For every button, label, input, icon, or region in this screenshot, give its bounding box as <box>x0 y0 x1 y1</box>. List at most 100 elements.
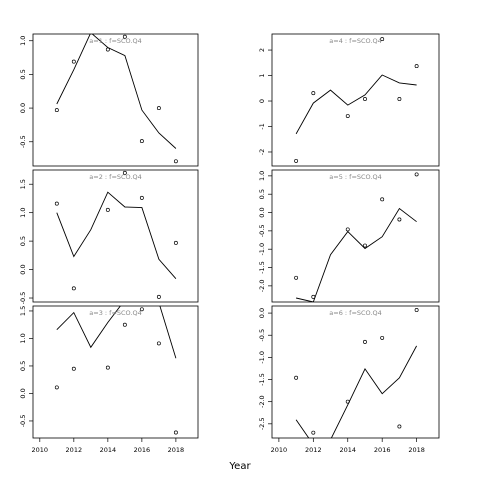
observed-point <box>345 114 350 119</box>
y-tick-label: -2.0 <box>258 280 266 293</box>
observed-point <box>139 307 144 312</box>
observed-point <box>54 201 59 206</box>
observed-point <box>156 106 161 111</box>
observed-point <box>380 335 385 340</box>
x-tick-label: 2016 <box>134 446 151 454</box>
observed-point <box>311 294 316 299</box>
x-tick-label: 2018 <box>168 446 185 454</box>
panel-title: a=2 : f=SCO.Q4 <box>89 173 141 181</box>
y-tick-label: -2 <box>258 149 266 155</box>
y-tick-label: -0.5 <box>258 329 266 342</box>
observed-point <box>294 375 299 380</box>
y-tick-label: 1.5 <box>19 306 27 316</box>
observed-point <box>397 97 402 101</box>
observed-point <box>414 308 419 312</box>
y-tick-label: 1.5 <box>19 179 27 189</box>
observed-point <box>345 399 350 404</box>
observed-point <box>363 97 367 101</box>
fitted-line <box>295 74 417 135</box>
panel-frame <box>32 33 199 167</box>
panel-plot <box>54 170 178 299</box>
observed-point <box>173 430 178 435</box>
observed-point <box>311 430 316 435</box>
y-tick-label: 0.5 <box>19 69 27 79</box>
fitted-line <box>56 306 177 359</box>
y-tick-label: 1.0 <box>19 208 27 218</box>
y-tick-label: 0.5 <box>258 189 266 199</box>
observed-point <box>311 91 316 96</box>
panel-frame <box>271 33 440 167</box>
observed-point <box>363 339 367 344</box>
observed-point <box>71 286 76 291</box>
panel-plot <box>294 308 419 438</box>
y-tick-label: 1.0 <box>19 36 27 46</box>
fitted-line <box>295 345 417 438</box>
y-tick-label: 0.5 <box>19 361 27 371</box>
observed-point <box>414 64 419 69</box>
y-tick-label: -0.5 <box>19 135 27 148</box>
panel-plot <box>54 34 178 164</box>
observed-point <box>122 322 127 327</box>
observed-point <box>105 365 110 370</box>
y-tick-label: 0 <box>258 99 266 103</box>
fitted-line <box>56 191 177 279</box>
y-tick-label: 0.0 <box>258 308 266 318</box>
observed-point <box>397 424 402 429</box>
panel-title: a=3 : f=SCO.Q4 <box>89 309 141 317</box>
observed-point <box>71 366 76 371</box>
panel-title: a=1 : f=SCO.Q4 <box>89 37 141 45</box>
observed-point <box>71 59 76 64</box>
y-tick-label: 0.5 <box>19 236 27 246</box>
y-tick-label: 1.0 <box>19 333 27 343</box>
observed-point <box>380 37 385 42</box>
y-tick-label: -0.5 <box>19 415 27 428</box>
x-tick-label: 2016 <box>374 446 391 454</box>
y-tick-label: -1 <box>258 123 266 129</box>
y-tick-label: -0.5 <box>258 225 266 238</box>
y-tick-label: 1.0 <box>258 171 266 181</box>
observed-point <box>294 275 299 280</box>
y-tick-label: -0.5 <box>19 292 27 305</box>
x-tick-label: 2012 <box>305 446 322 454</box>
panel-plot <box>294 172 419 302</box>
panel-title: a=4 : f=SCO.Q4 <box>329 37 381 45</box>
x-tick-label: 2012 <box>66 446 83 454</box>
panel-frame <box>271 169 440 303</box>
observed-point <box>380 197 385 202</box>
observed-point <box>345 227 350 232</box>
y-tick-label: -1.5 <box>258 373 266 386</box>
observed-point <box>397 217 402 222</box>
y-tick-label: -1.0 <box>258 243 266 256</box>
x-tick-label: 2018 <box>408 446 425 454</box>
x-tick-label: 2014 <box>100 446 117 454</box>
observed-point <box>122 34 127 39</box>
observed-point <box>105 207 110 212</box>
observed-point <box>122 170 127 175</box>
panel-frame <box>32 305 199 439</box>
x-tick-label: 2014 <box>339 446 356 454</box>
observed-point <box>173 159 178 164</box>
fitted-line <box>56 34 177 149</box>
y-tick-label: 1 <box>258 73 266 77</box>
y-tick-label: 2 <box>258 48 266 52</box>
observed-point <box>414 172 419 177</box>
observed-point <box>363 243 367 248</box>
observed-point <box>139 139 144 144</box>
x-axis-label: Year <box>228 461 251 472</box>
y-tick-label: -2.0 <box>258 395 266 408</box>
panel-title: a=5 : f=SCO.Q4 <box>329 173 381 181</box>
observed-point <box>294 158 299 163</box>
observed-point <box>54 108 59 113</box>
y-tick-label: 0.0 <box>19 388 27 398</box>
y-tick-label: 0.0 <box>258 207 266 217</box>
y-tick-label: -2.5 <box>258 417 266 430</box>
panel-title: a=6 : f=SCO.Q4 <box>329 309 381 317</box>
x-tick-label: 2010 <box>32 446 49 454</box>
observed-point <box>105 47 110 52</box>
observed-point <box>156 294 161 299</box>
panel-plot <box>54 306 178 435</box>
panel-plot <box>294 37 419 163</box>
y-tick-label: -1.0 <box>258 351 266 364</box>
